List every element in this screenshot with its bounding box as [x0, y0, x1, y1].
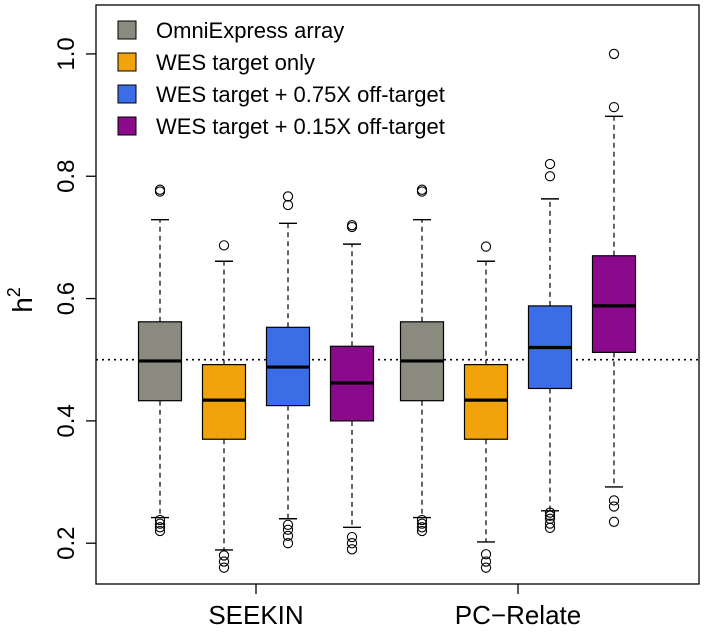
outlier-point: [608, 501, 620, 512]
outlier-point: [154, 525, 166, 537]
legend-swatch: [117, 84, 137, 104]
outlier-point: [608, 516, 620, 527]
y-tick-label: 0.2: [53, 527, 80, 560]
outlier-point: [608, 101, 620, 113]
outlier-point: [346, 538, 358, 549]
plot-frame: [95, 4, 700, 585]
box: [591, 255, 637, 353]
outlier-point: [544, 518, 556, 529]
legend-label: WES target + 0.75X off-target: [156, 82, 445, 107]
outlier-point: [154, 518, 166, 529]
outlier-point: [544, 171, 556, 182]
outlier-point: [282, 538, 294, 549]
outlier-point: [416, 184, 428, 195]
y-axis-label-main: h: [7, 297, 38, 313]
box: [201, 364, 247, 440]
outlier-point: [544, 510, 556, 521]
y-axis-label: h2: [4, 287, 38, 313]
legend-swatch: [117, 116, 137, 136]
outlier-point: [416, 514, 428, 526]
outlier-point: [544, 522, 556, 534]
outlier-point: [416, 525, 428, 537]
boxes-layer: [137, 48, 637, 573]
outlier-point: [282, 191, 294, 202]
x-group-label: PC−Relate: [455, 600, 581, 630]
outlier-point: [282, 199, 294, 211]
outlier-point: [282, 519, 294, 531]
legend-label: WES target only: [156, 50, 315, 75]
y-tick-label: 1.0: [53, 37, 80, 70]
outlier-point: [416, 522, 428, 533]
outlier-point: [154, 184, 166, 195]
outlier-point: [608, 48, 620, 60]
y-tick-label: 0.4: [53, 404, 80, 437]
outlier-point: [218, 562, 230, 573]
outlier-point: [154, 522, 166, 533]
outlier-point: [480, 549, 492, 560]
y-axis-label-superscript: 2: [4, 287, 24, 297]
legend-swatch: [117, 52, 137, 72]
outlier-point: [480, 241, 492, 252]
box: [463, 364, 509, 440]
outlier-point: [608, 495, 620, 506]
outlier-point: [282, 524, 294, 535]
outlier-point: [346, 544, 358, 555]
outlier-point: [416, 518, 428, 529]
outlier-point: [218, 550, 230, 561]
outlier-point: [218, 240, 230, 251]
outlier-point: [154, 514, 166, 526]
legend-label: OmniExpress array: [156, 18, 344, 43]
outlier-point: [282, 530, 294, 542]
legend: OmniExpress array WES target only WES targ…: [117, 18, 445, 139]
outlier-point: [346, 221, 358, 233]
outlier-point: [480, 562, 492, 573]
y-tick-label: 0.6: [53, 282, 80, 315]
outlier-point: [480, 556, 492, 567]
legend-swatch: [117, 20, 137, 40]
legend-label: WES target + 0.15X off-target: [156, 114, 445, 139]
axes-layer: 0.2 0.4 0.6 0.8 1.0 SEEKIN PC−Relate: [53, 37, 581, 630]
y-tick-label: 0.8: [53, 160, 80, 193]
x-group-label: SEEKIN: [208, 600, 303, 630]
outlier-point: [346, 531, 358, 543]
outlier-point: [544, 158, 556, 170]
outlier-point: [218, 556, 230, 567]
outlier-point: [544, 507, 556, 518]
